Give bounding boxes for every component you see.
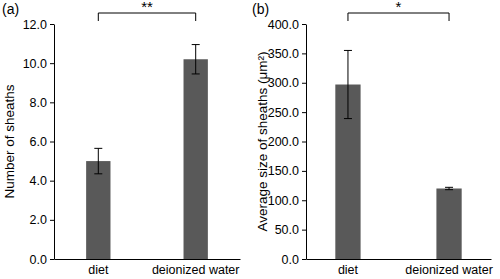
- y-axis-title: Average size of sheaths (μm²): [255, 51, 270, 231]
- bar: [436, 189, 461, 260]
- plot-area: [335, 50, 461, 259]
- tick-label: 6.0: [30, 135, 47, 149]
- error-bar-cap: [445, 187, 453, 188]
- tick-mark: [302, 171, 306, 172]
- panel: 0.0 2.0 4.0 6.0 8.0 10.0 12.0 diet deionized wat…: [2, 0, 241, 277]
- tick-label: 0.0: [30, 253, 47, 267]
- panel: 0.0 50.0 100.0 150.0 200.0 250.0 300.0 350.0 400…: [252, 0, 493, 277]
- y-axis: 0.0 2.0 4.0 6.0 8.0 10.0 12.0: [23, 18, 55, 267]
- error-bar: [192, 45, 200, 74]
- tick-label: 2.0: [30, 213, 47, 227]
- tick-label: diet: [88, 263, 109, 277]
- axis-line: [55, 259, 241, 260]
- tick-mark: [302, 112, 306, 113]
- error-bar-cap: [94, 148, 102, 149]
- tick-label: 350.0: [268, 47, 299, 61]
- tick-mark: [50, 24, 54, 25]
- tick-label: diet: [338, 263, 359, 277]
- tick: 50.0: [275, 223, 306, 237]
- tick-label: 100.0: [268, 194, 299, 208]
- tick-label: 8.0: [30, 96, 47, 110]
- tick: deionized water: [152, 259, 240, 277]
- plot-area: [86, 45, 208, 259]
- tick-mark: [50, 63, 54, 64]
- tick: 0.0: [282, 253, 306, 267]
- tick: deionized water: [405, 259, 493, 277]
- error-bar-cap: [445, 189, 453, 190]
- tick-label: 0.0: [282, 253, 299, 267]
- tick-mark: [302, 230, 306, 231]
- tick-mark: [302, 83, 306, 84]
- tick: 12.0: [23, 18, 54, 32]
- tick: diet: [88, 259, 109, 277]
- panel-label: (b): [252, 1, 269, 17]
- axis-line: [306, 25, 307, 260]
- tick: 2.0: [30, 213, 54, 227]
- tick: 8.0: [30, 96, 54, 110]
- tick: 4.0: [30, 174, 54, 188]
- tick-mark: [302, 142, 306, 143]
- tick: 0.0: [30, 253, 54, 267]
- tick-label: 250.0: [268, 106, 299, 120]
- bar: [184, 59, 208, 259]
- tick: 350.0: [268, 47, 306, 61]
- tick-label: deionized water: [405, 263, 493, 277]
- tick-mark: [50, 142, 54, 143]
- bar: [86, 161, 110, 259]
- tick-mark: [50, 102, 54, 103]
- tick-label: 300.0: [268, 76, 299, 90]
- tick-label: deionized water: [152, 263, 240, 277]
- error-bar-cap: [344, 50, 352, 51]
- tick-label: 400.0: [268, 18, 299, 32]
- tick: 250.0: [268, 106, 306, 120]
- tick-label: 200.0: [268, 135, 299, 149]
- error-bar: [94, 148, 102, 173]
- x-axis: diet deionized water: [55, 259, 241, 277]
- tick-mark: [302, 53, 306, 54]
- tick-label: 50.0: [275, 223, 299, 237]
- tick: 200.0: [268, 135, 306, 149]
- y-axis: 0.0 50.0 100.0 150.0 200.0 250.0 300.0 350.0 400…: [268, 18, 307, 267]
- error-bar-cap: [192, 73, 200, 74]
- tick: 10.0: [23, 57, 54, 71]
- axis-line: [307, 259, 492, 260]
- panel-label: (a): [2, 1, 19, 17]
- tick-mark: [302, 24, 306, 25]
- error-bar-cap: [192, 44, 200, 45]
- tick: diet: [338, 259, 359, 277]
- error-bar-stem: [195, 45, 196, 74]
- tick: 100.0: [268, 194, 306, 208]
- tick-label: 150.0: [268, 164, 299, 178]
- error-bar-stem: [98, 148, 99, 173]
- significance-label: *: [396, 0, 402, 15]
- y-axis-title: Number of sheaths: [2, 84, 17, 198]
- tick: 150.0: [268, 164, 306, 178]
- tick-mark: [50, 181, 54, 182]
- tick-mark: [50, 259, 54, 260]
- error-bar-cap: [94, 173, 102, 174]
- tick-mark: [302, 259, 306, 260]
- significance-label: **: [141, 0, 153, 15]
- tick: 400.0: [268, 18, 306, 32]
- tick-mark: [50, 220, 54, 221]
- figure: 0.0 2.0 4.0 6.0 8.0 10.0 12.0 diet deionized wat…: [0, 0, 500, 279]
- error-bar-stem: [347, 50, 348, 118]
- tick: 6.0: [30, 135, 54, 149]
- axis-line: [54, 25, 55, 260]
- x-axis: diet deionized water: [307, 259, 493, 277]
- tick: 300.0: [268, 76, 306, 90]
- error-bar-cap: [344, 118, 352, 119]
- tick-label: 10.0: [23, 57, 47, 71]
- tick-label: 12.0: [23, 18, 47, 32]
- tick-label: 4.0: [30, 174, 47, 188]
- error-bar: [445, 187, 453, 189]
- tick-mark: [302, 200, 306, 201]
- error-bar: [344, 50, 352, 118]
